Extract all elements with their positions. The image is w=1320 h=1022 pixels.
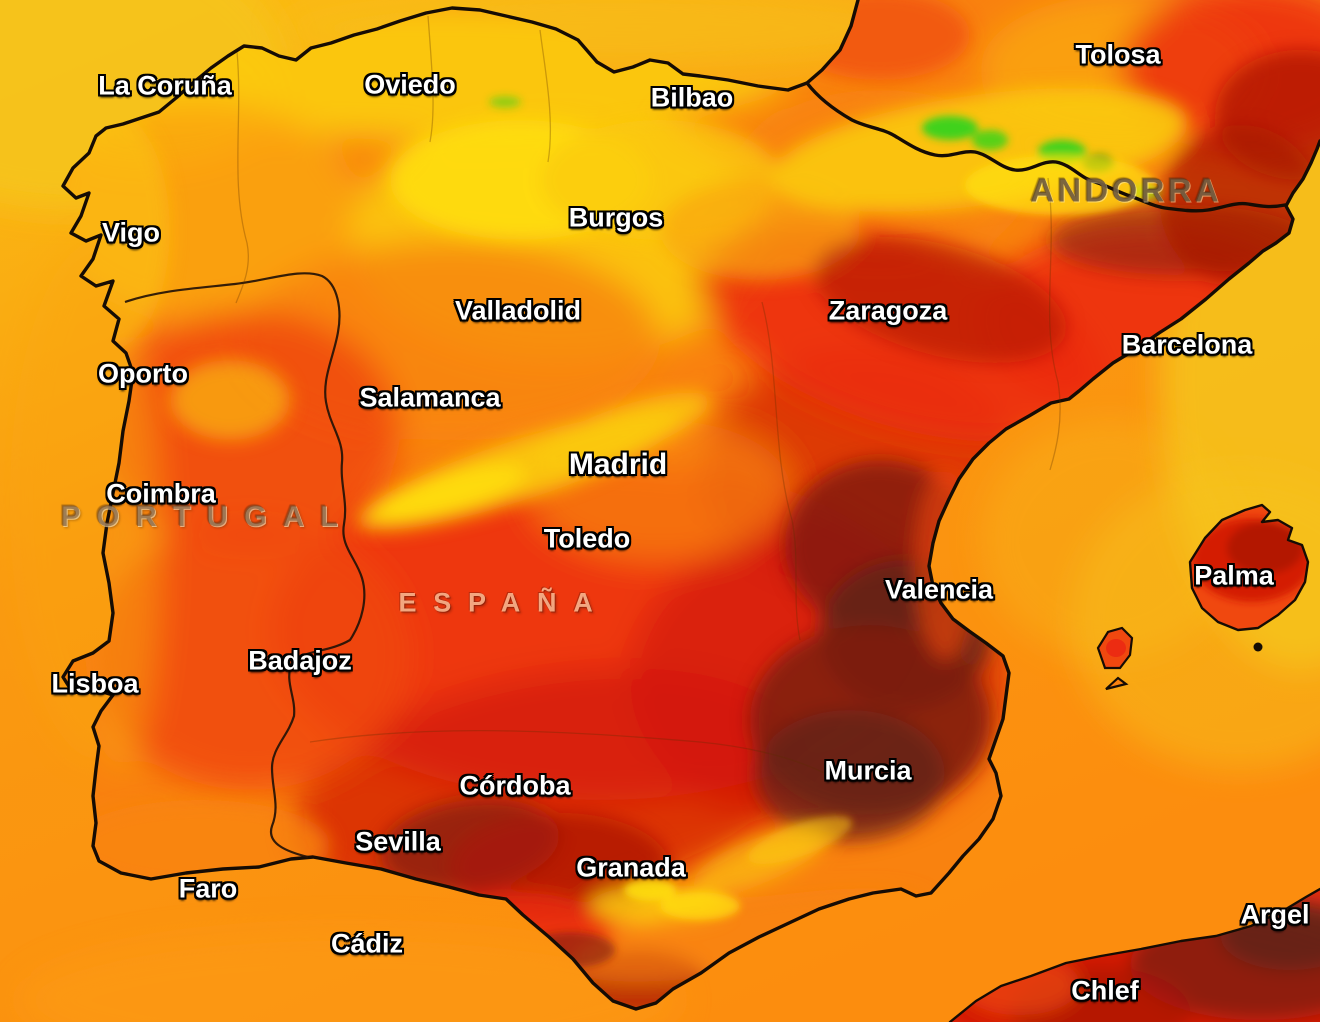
coastlines (61, 0, 1320, 1022)
region-lines (235, 15, 1061, 777)
country-borders (124, 81, 1287, 859)
